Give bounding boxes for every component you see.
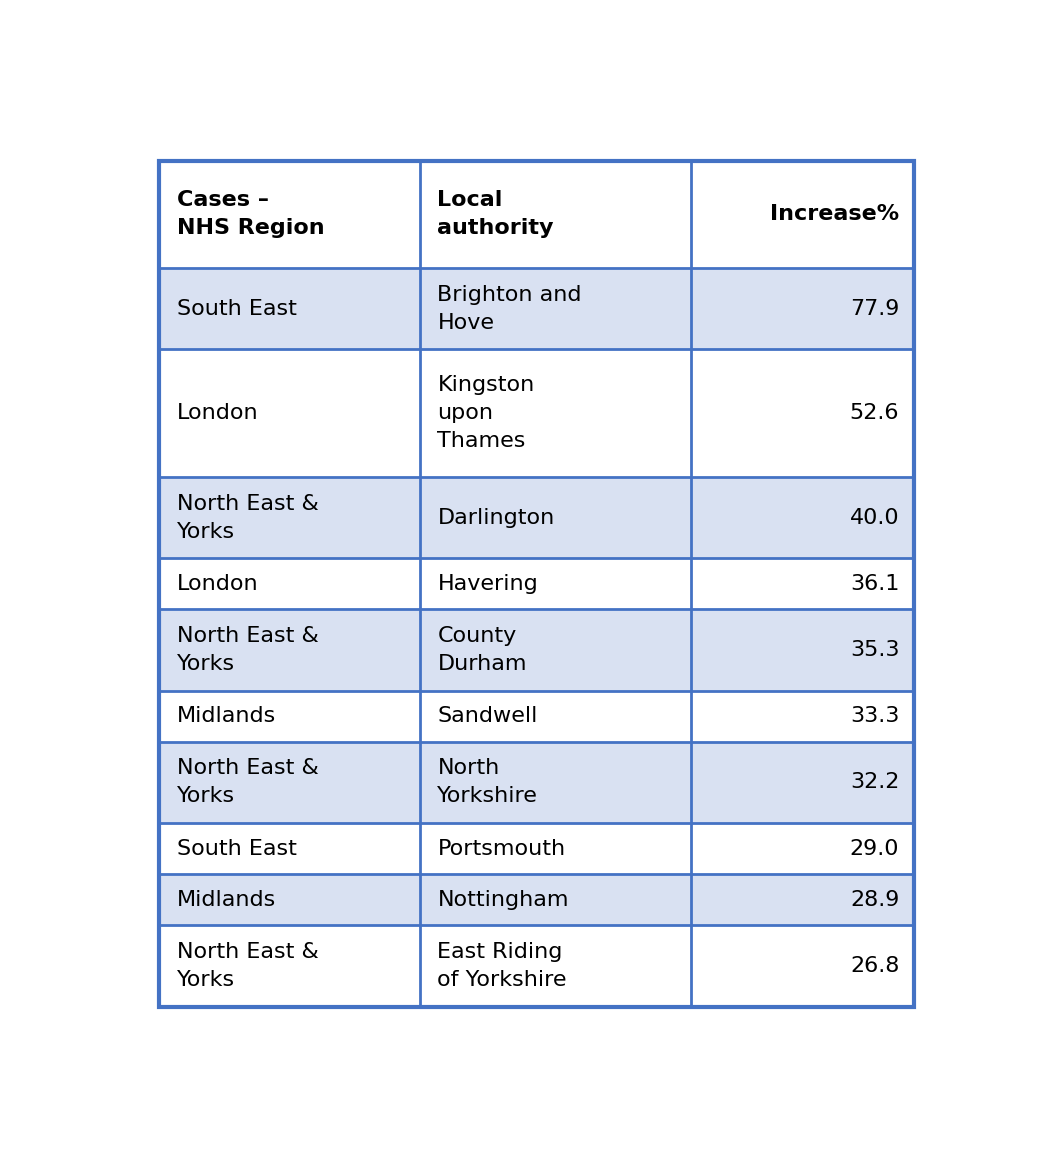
Bar — [420, 349, 691, 476]
Bar — [159, 742, 420, 823]
Text: 33.3: 33.3 — [850, 706, 899, 726]
Bar — [691, 823, 914, 874]
Bar — [691, 925, 914, 1007]
Text: 52.6: 52.6 — [850, 403, 899, 423]
Bar — [691, 874, 914, 925]
Text: North East &
Yorks: North East & Yorks — [177, 942, 319, 990]
Text: Sandwell: Sandwell — [438, 706, 538, 726]
Bar — [691, 349, 914, 476]
Bar — [420, 874, 691, 925]
Bar — [420, 925, 691, 1007]
Bar — [691, 691, 914, 742]
Text: County
Durham: County Durham — [438, 627, 527, 674]
Text: Kingston
upon
Thames: Kingston upon Thames — [438, 376, 535, 451]
Bar — [420, 268, 691, 349]
Bar — [691, 558, 914, 609]
Text: East Riding
of Yorkshire: East Riding of Yorkshire — [438, 942, 567, 990]
Bar — [691, 609, 914, 691]
Text: 32.2: 32.2 — [850, 772, 899, 793]
Bar — [420, 691, 691, 742]
Bar — [420, 476, 691, 558]
Bar — [691, 161, 914, 268]
Text: Cases –
NHS Region: Cases – NHS Region — [177, 191, 325, 238]
Bar — [159, 609, 420, 691]
Text: North East &
Yorks: North East & Yorks — [177, 758, 319, 807]
Text: South East: South East — [177, 838, 297, 859]
Bar — [159, 558, 420, 609]
Bar — [159, 161, 420, 268]
Text: Brighton and
Hove: Brighton and Hove — [438, 284, 582, 333]
Bar — [691, 476, 914, 558]
Bar — [691, 742, 914, 823]
Text: Midlands: Midlands — [177, 890, 276, 910]
Bar — [159, 268, 420, 349]
Bar — [420, 558, 691, 609]
Text: Portsmouth: Portsmouth — [438, 838, 565, 859]
Bar — [420, 161, 691, 268]
Bar — [159, 823, 420, 874]
Text: South East: South East — [177, 298, 297, 319]
Bar — [159, 925, 420, 1007]
Text: 35.3: 35.3 — [850, 640, 899, 660]
Text: London: London — [177, 403, 259, 423]
Text: 26.8: 26.8 — [850, 956, 899, 976]
Text: Havering: Havering — [438, 573, 538, 594]
Bar — [159, 476, 420, 558]
Text: London: London — [177, 573, 259, 594]
Text: Increase%: Increase% — [771, 205, 899, 224]
Text: North East &
Yorks: North East & Yorks — [177, 494, 319, 541]
Text: 28.9: 28.9 — [850, 890, 899, 910]
Text: 29.0: 29.0 — [850, 838, 899, 859]
Bar — [159, 874, 420, 925]
Bar — [159, 349, 420, 476]
Text: 36.1: 36.1 — [850, 573, 899, 594]
Text: 77.9: 77.9 — [850, 298, 899, 319]
Text: Nottingham: Nottingham — [438, 890, 569, 910]
Text: North East &
Yorks: North East & Yorks — [177, 627, 319, 674]
Text: Midlands: Midlands — [177, 706, 276, 726]
Bar — [159, 691, 420, 742]
Bar — [420, 823, 691, 874]
Bar — [691, 268, 914, 349]
Bar — [420, 609, 691, 691]
Bar — [420, 742, 691, 823]
Text: North
Yorkshire: North Yorkshire — [438, 758, 538, 807]
Text: 40.0: 40.0 — [850, 507, 899, 527]
Text: Local
authority: Local authority — [438, 191, 554, 238]
Text: Darlington: Darlington — [438, 507, 555, 527]
